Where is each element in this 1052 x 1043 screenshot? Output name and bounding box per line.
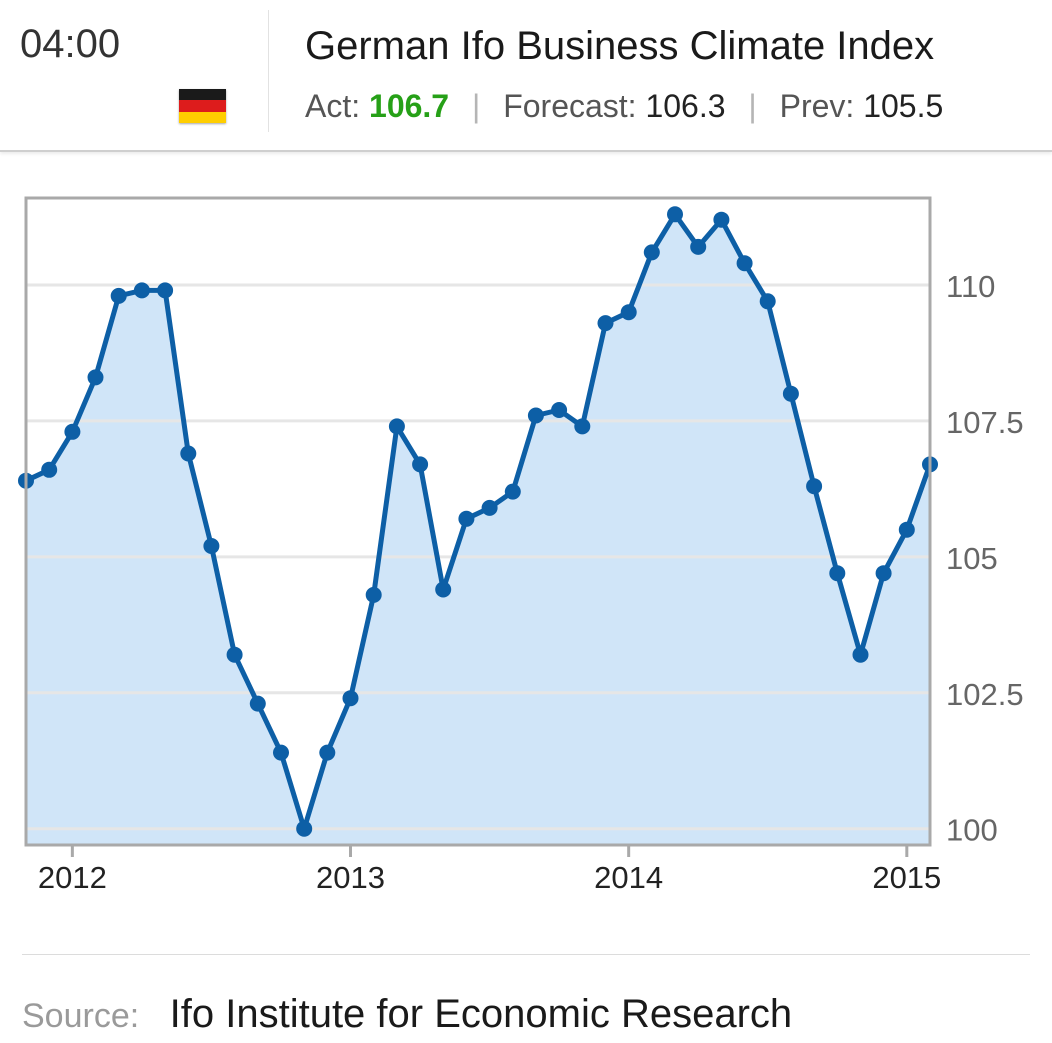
plot-border <box>24 196 932 847</box>
data-point <box>527 407 544 424</box>
data-point <box>342 690 359 707</box>
data-point <box>852 646 869 663</box>
actual-value: 106.7 <box>369 88 450 124</box>
actual-label: Act: <box>305 88 361 124</box>
stats-separator: | <box>471 88 481 124</box>
data-point <box>87 369 104 386</box>
data-point <box>690 238 707 255</box>
data-point <box>736 255 753 272</box>
previous-value: 105.5 <box>863 88 944 124</box>
forecast-value: 106.3 <box>645 88 726 124</box>
data-point <box>620 304 637 321</box>
data-point <box>481 499 498 516</box>
flag-stripe-black <box>179 89 226 101</box>
data-point <box>898 521 915 538</box>
germany-flag-icon <box>179 89 226 123</box>
data-point <box>226 646 243 663</box>
data-point <box>829 565 846 582</box>
header-divider <box>268 10 269 132</box>
x-tick-label: 2014 <box>594 860 663 895</box>
x-tick-label: 2012 <box>38 860 107 895</box>
data-point <box>643 244 660 261</box>
flag-stripe-gold <box>179 111 226 123</box>
stats-separator: | <box>748 88 757 124</box>
data-point <box>296 820 313 837</box>
data-point <box>806 478 823 495</box>
data-point <box>597 315 614 332</box>
data-point <box>203 538 220 554</box>
forecast-label: Forecast: <box>503 88 637 124</box>
data-point <box>249 695 266 712</box>
data-point <box>273 744 289 761</box>
data-point <box>157 282 174 299</box>
indicator-stats: Act: 106.7 | Forecast: 106.3 | Prev: 105… <box>305 88 943 125</box>
y-tick-label: 110 <box>946 269 995 304</box>
data-point <box>574 418 591 435</box>
data-point <box>759 293 776 310</box>
data-point <box>551 402 568 418</box>
data-point <box>713 211 730 228</box>
event-header: 04:00 German Ifo Business Climate Index … <box>0 0 1052 152</box>
footer-divider <box>22 954 1030 955</box>
y-tick-label: 107.5 <box>946 405 1024 440</box>
data-point <box>365 586 382 603</box>
data-point <box>875 565 892 582</box>
source-line: Source: Ifo Institute for Economic Resea… <box>22 992 792 1037</box>
data-point <box>458 510 475 527</box>
y-tick-label: 100 <box>946 813 998 848</box>
data-point <box>782 385 799 402</box>
history-chart[interactable]: 100 102.5 105 107.5 110 2012 2013 2014 2015 <box>0 180 1052 900</box>
source-value: Ifo Institute for Economic Research <box>169 992 793 1036</box>
data-point <box>133 282 150 299</box>
data-point <box>110 287 127 304</box>
data-point <box>64 423 81 440</box>
data-point <box>180 445 197 462</box>
data-point <box>319 744 336 761</box>
x-tick-label: 2013 <box>316 860 385 895</box>
data-point <box>667 206 683 223</box>
series-line <box>23 211 933 832</box>
previous-label: Prev: <box>779 88 855 124</box>
release-time: 04:00 <box>20 22 121 66</box>
area-fill <box>26 214 930 846</box>
data-point <box>412 456 429 473</box>
flag-stripe-red <box>179 100 226 112</box>
source-label: Source: <box>22 997 140 1035</box>
y-tick-label: 102.5 <box>946 677 1024 712</box>
data-point <box>388 418 405 435</box>
y-tick-label: 105 <box>946 541 998 576</box>
data-point <box>504 483 521 500</box>
data-point <box>435 581 452 598</box>
x-tick-label: 2015 <box>872 860 941 895</box>
indicator-title: German Ifo Business Climate Index <box>305 24 935 68</box>
data-point <box>41 461 58 478</box>
